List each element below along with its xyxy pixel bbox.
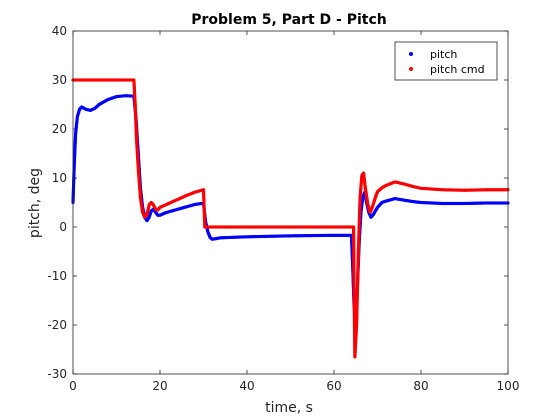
x-tick-label: 80 — [413, 379, 428, 393]
x-tick-label: 40 — [239, 379, 254, 393]
legend-label-pitch: pitch — [430, 48, 457, 61]
chart-title: Problem 5, Part D - Pitch — [191, 12, 387, 28]
x-tick-label: 0 — [69, 379, 77, 393]
legend: pitch pitch cmd — [394, 41, 498, 81]
legend-box — [394, 41, 498, 81]
y-axis-label: pitch, deg — [27, 168, 43, 238]
legend-marker-pitch-cmd — [409, 67, 413, 71]
axis-ticks: 0 20 40 60 80 100 -30 -20 -10 0 10 20 30 40 — [47, 24, 519, 393]
legend-label-pitch-cmd: pitch cmd — [430, 63, 485, 76]
y-tick-label: 30 — [52, 73, 67, 87]
y-tick-label: -10 — [47, 269, 67, 283]
y-tick-label: 10 — [52, 171, 67, 185]
y-tick-label: 20 — [52, 122, 67, 136]
x-tick-label: 20 — [152, 379, 167, 393]
y-tick-label: -20 — [47, 318, 67, 332]
y-tick-label: 40 — [52, 24, 67, 38]
x-axis-label: time, s — [265, 400, 313, 416]
series-pitch-cmd — [71, 78, 510, 359]
y-tick-label: 0 — [59, 220, 67, 234]
x-tick-label: 60 — [326, 379, 341, 393]
x-tick-label: 100 — [497, 379, 520, 393]
series-layer — [71, 78, 510, 359]
y-tick-label: -30 — [47, 367, 67, 381]
legend-marker-pitch — [409, 52, 413, 56]
plot-frame — [72, 30, 509, 375]
